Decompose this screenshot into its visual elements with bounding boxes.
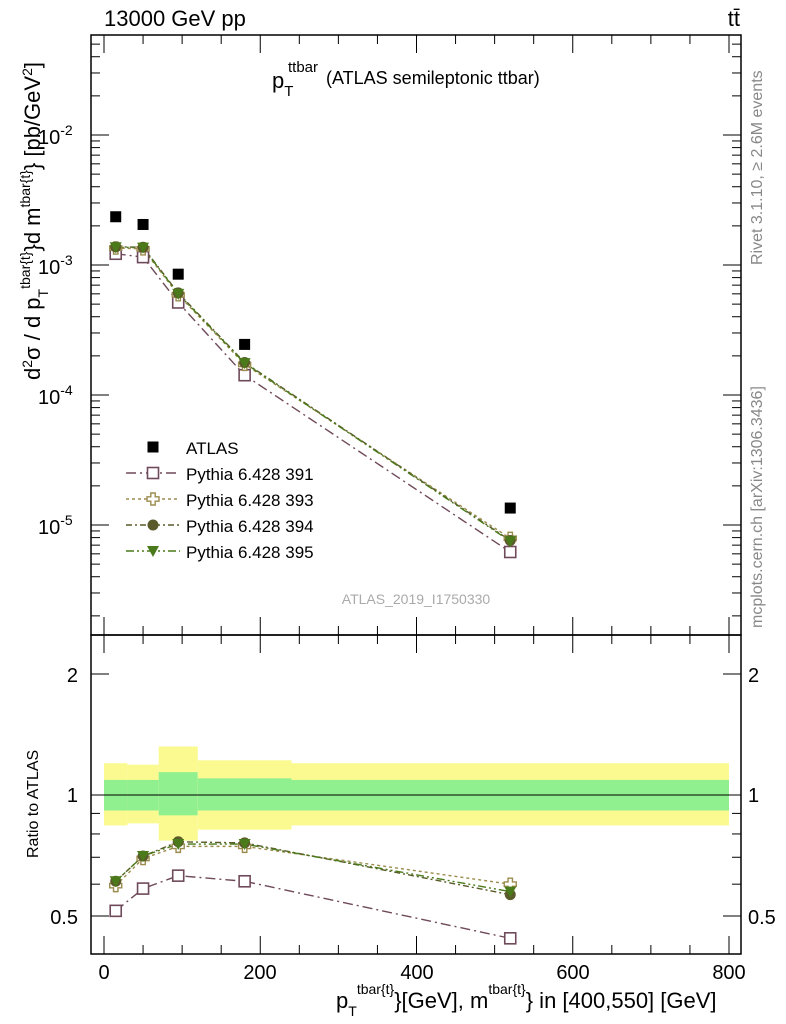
legend-label-394: Pythia 6.428 394 (186, 517, 314, 536)
legend-marker-pythia-6-428-395 (147, 546, 159, 557)
mcplots-label: mcplots.cern.ch [arXiv:1306.3436] (749, 386, 766, 628)
x-tick-labels: 0 200 400 600 800 (98, 962, 745, 984)
svg-text:2: 2 (67, 665, 78, 687)
ratio-uncertainty-bands (104, 746, 729, 841)
x-tick-label: 0 (98, 962, 109, 984)
rivet-label: Rivet 3.1.10, ≥ 2.6M events (749, 70, 766, 265)
ratio-line-pythia-6-428-393 (115, 845, 511, 887)
legend-label-393: Pythia 6.428 393 (186, 491, 314, 510)
x-tick-label: 800 (712, 962, 745, 984)
ratio-x-ticks (103, 635, 730, 954)
ratio-line-pythia-6-428-395 (115, 843, 511, 893)
ratio-series-markers (109, 836, 517, 945)
data-point-pythia-6-428-391 (238, 368, 251, 382)
main-y-label: d2σ / d pTtbar{t}}d mtbar{t}} [pb/GeV2] (17, 62, 51, 380)
main-y-tick-labels: 10-2 10-3 10-4 10-5 (38, 122, 73, 539)
ratio-line-pythia-6-428-394 (115, 841, 511, 896)
svg-text:0.5: 0.5 (748, 907, 776, 929)
svg-text:2: 2 (748, 665, 759, 687)
ratio-point-pythia-6-428-391 (238, 874, 251, 888)
ratio-line-pythia-6-428-391 (115, 874, 511, 939)
legend-label-391: Pythia 6.428 391 (186, 465, 314, 484)
data-point-pythia-6-428-395 (172, 288, 185, 300)
x-tick-label: 600 (556, 962, 589, 984)
main-y-ticks (91, 43, 741, 617)
legend-marker-pythia-6-428-391 (146, 466, 160, 480)
svg-text:10-3: 10-3 (38, 252, 73, 279)
legend-markers (126, 441, 180, 557)
ratio-plot (90, 634, 742, 955)
legend-marker-pythia-6-428-393 (146, 492, 160, 506)
svg-text:10-2: 10-2 (38, 122, 73, 149)
data-point-pythia-6-428-395 (238, 358, 251, 370)
legend-label-395: Pythia 6.428 395 (186, 543, 314, 562)
data-point-pythia-6-428-395 (109, 242, 122, 254)
svg-text:d2σ / d pTtbar{t}}d mtbar{t}}: d2σ / d pTtbar{t}}d mtbar{t}} [pb/GeV2] (17, 62, 51, 380)
ratio-point-pythia-6-428-395 (109, 876, 122, 888)
data-point-atlas (110, 211, 122, 223)
legend-marker-pythia-6-428-394 (147, 519, 159, 531)
main-x-ticks (103, 35, 730, 635)
energy-label: 13000 GeV pp (104, 6, 246, 31)
svg-text:1: 1 (748, 785, 759, 807)
svg-text:1: 1 (67, 785, 78, 807)
main-series-markers (109, 211, 517, 559)
data-point-pythia-6-428-395 (504, 536, 517, 548)
x-tick-label: 200 (243, 962, 276, 984)
title-sub: T (284, 83, 293, 100)
analysis-id: ATLAS_2019_I1750330 (342, 591, 491, 607)
svg-text:pTtbar{t}}[GeV], mtbar{t}} in: pTtbar{t}}[GeV], mtbar{t}} in [400,550] … (336, 981, 717, 1019)
title-symbol: p (272, 68, 284, 93)
legend-label-atlas: ATLAS (186, 439, 239, 458)
ylabel-d2sigma: d (20, 368, 45, 380)
data-point-atlas (504, 502, 516, 514)
ratio-y-ticks (91, 673, 741, 917)
svg-text:10-5: 10-5 (38, 512, 73, 539)
band-inner (197, 778, 292, 811)
legend-marker-atlas (147, 441, 159, 453)
ratio-point-pythia-6-428-395 (504, 886, 517, 898)
ratio-point-pythia-6-428-395 (172, 839, 185, 851)
ratio-point-pythia-6-428-395 (137, 851, 150, 863)
svg-text:10-4: 10-4 (38, 382, 73, 409)
svg-text:pT: pT (272, 68, 293, 100)
ratio-point-pythia-6-428-391 (136, 882, 150, 895)
ratio-series-lines (115, 841, 511, 939)
band-inner (158, 772, 198, 816)
data-point-atlas (172, 268, 184, 280)
ratio-point-pythia-6-428-391 (503, 932, 517, 945)
data-point-atlas (239, 338, 251, 350)
plot-title: pT ttbar (ATLAS semileptonic ttbar) (272, 59, 540, 100)
data-point-pythia-6-428-395 (137, 242, 150, 254)
svg-text:0.5: 0.5 (50, 907, 78, 929)
ratio-point-pythia-6-428-391 (109, 904, 123, 918)
title-rest: (ATLAS semileptonic ttbar) (326, 68, 540, 88)
ratio-point-pythia-6-428-395 (238, 839, 251, 851)
title-sup: ttbar (288, 59, 318, 76)
ratio-y-tick-labels: 2 1 0.5 2 1 0.5 (50, 665, 776, 929)
ratio-point-pythia-6-428-391 (171, 869, 185, 882)
x-axis-label: pTtbar{t}}[GeV], mtbar{t}} in [400,550] … (336, 981, 717, 1019)
legend: ATLAS Pythia 6.428 391 Pythia 6.428 393 … (126, 439, 314, 562)
x-tick-label: 400 (400, 962, 433, 984)
data-point-pythia-6-428-391 (503, 545, 517, 559)
data-point-atlas (137, 218, 149, 230)
ratio-y-label: Ratio to ATLAS (25, 750, 42, 858)
process-label: tt̄ (728, 6, 740, 31)
